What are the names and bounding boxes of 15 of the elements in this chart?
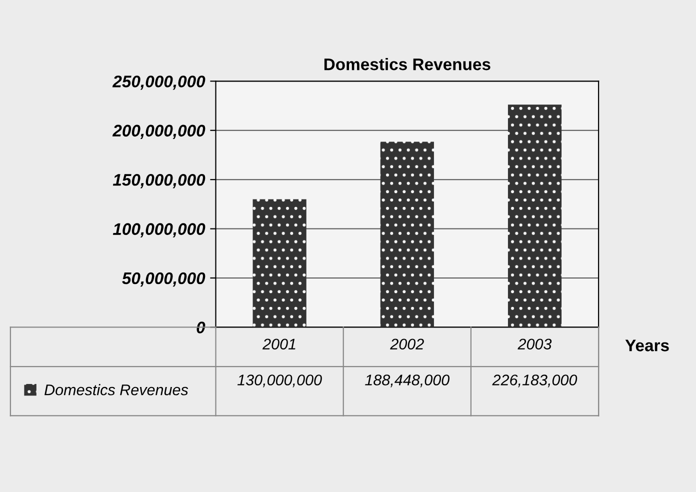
y-tick-label: 250,000,000: [112, 76, 206, 90]
x-tick-label: 2001: [262, 338, 296, 350]
y-tick-label: 100,000,000: [112, 223, 206, 238]
y-tick-label: 150,000,000: [112, 174, 206, 188]
x-tick-label: 2003: [518, 338, 552, 350]
data-label: 226,183,000: [492, 374, 578, 388]
y-tick-label: 50,000,000: [122, 272, 206, 287]
data-label: 188,448,000: [365, 374, 450, 388]
y-tick-label: 0: [196, 322, 206, 334]
x-axis-title: Years: [625, 340, 669, 352]
data-label: 130,000,000: [237, 374, 322, 388]
x-tick-label: 2002: [390, 338, 424, 350]
chart-title: Domestics Revenues: [324, 58, 490, 70]
y-tick-label: 200,000,000: [112, 124, 206, 139]
legend-label: Domestics Revenues: [44, 384, 188, 396]
